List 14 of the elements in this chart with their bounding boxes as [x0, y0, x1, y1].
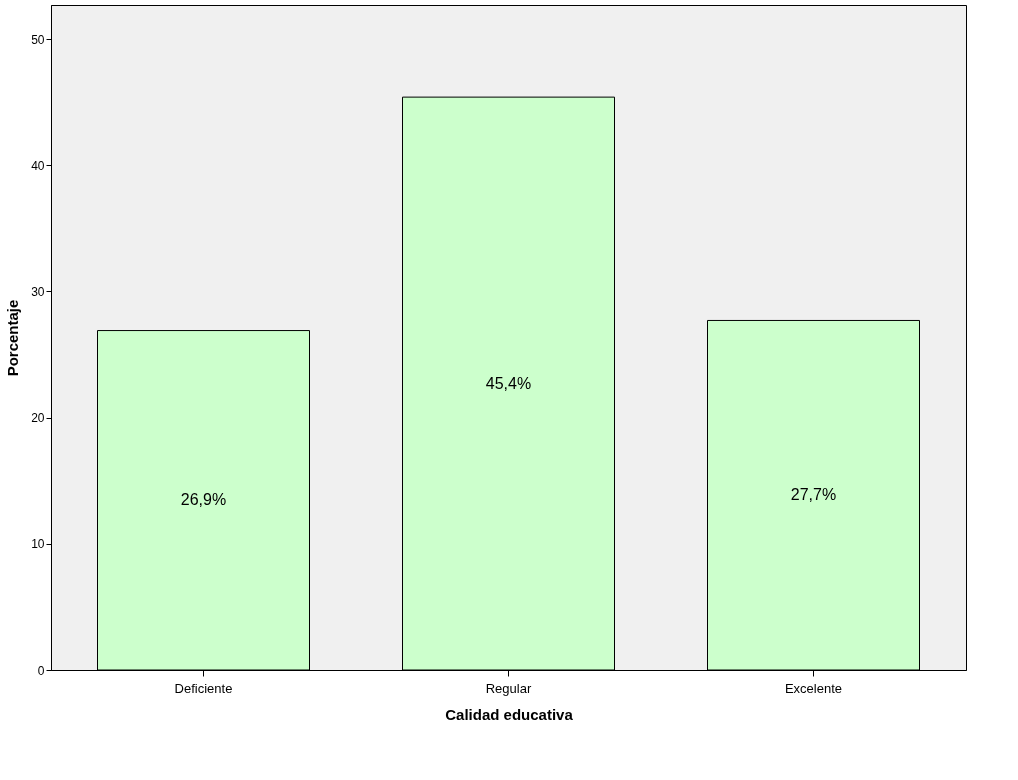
y-tick-label: 30	[31, 284, 45, 299]
y-tick-label: 40	[31, 158, 45, 173]
x-tick-label: Excelente	[784, 680, 843, 696]
y-tick-label: 10	[31, 537, 45, 552]
y-tick-label: 20	[31, 411, 45, 426]
y-axis-title: Porcentaje	[4, 299, 22, 377]
data-label: 27,7%	[790, 486, 837, 504]
data-label: 26,9%	[180, 491, 227, 509]
x-tick-label: Deficiente	[174, 680, 233, 696]
x-axis-title: Calidad educativa	[445, 705, 574, 723]
x-tick-label: Regular	[485, 680, 532, 696]
data-label: 45,4%	[485, 374, 532, 392]
y-tick-label: 50	[31, 32, 45, 47]
y-tick-label: 0	[37, 663, 45, 678]
